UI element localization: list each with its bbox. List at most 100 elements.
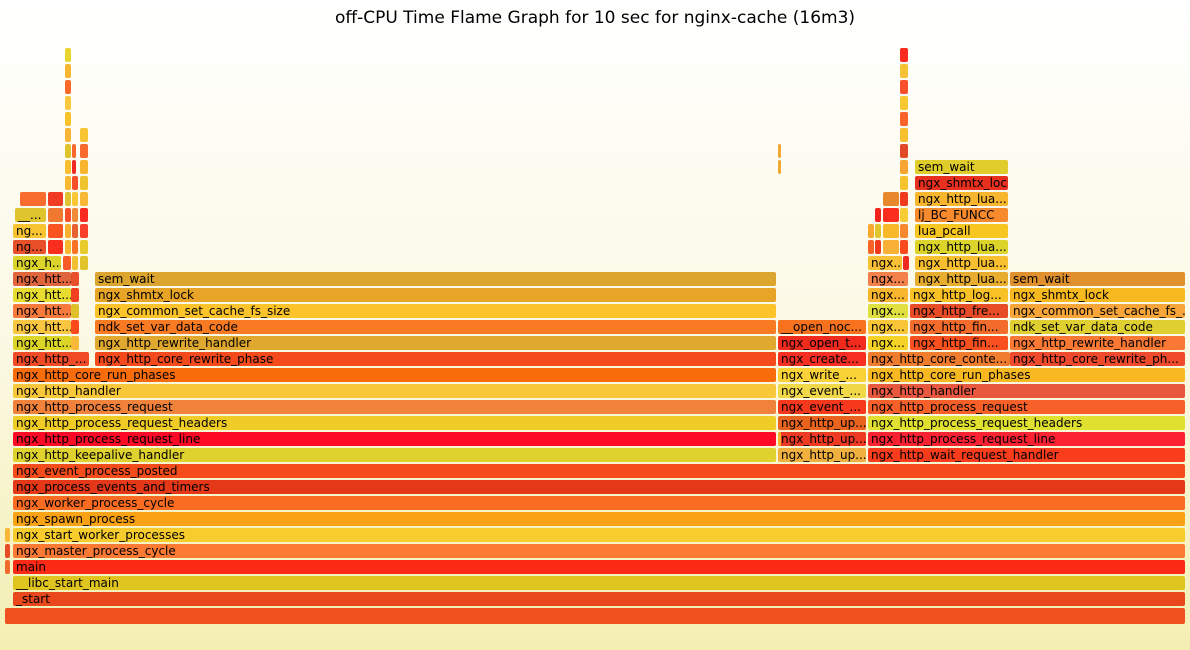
flame-frame[interactable]: ngx_http_wait_request_handler (868, 448, 1185, 462)
flame-frame[interactable]: ngx... (868, 304, 908, 318)
flame-frame[interactable] (65, 48, 71, 62)
flame-frame[interactable]: ngx_http_lua... (915, 192, 1008, 206)
flame-frame[interactable] (900, 48, 908, 62)
flame-frame[interactable] (65, 224, 71, 238)
flame-frame[interactable]: ngx_process_events_and_timers (13, 480, 1185, 494)
flame-frame[interactable] (80, 128, 88, 142)
flame-frame[interactable] (63, 256, 71, 270)
flame-frame[interactable]: ngx_htt... (13, 304, 71, 318)
flame-frame[interactable] (65, 128, 71, 142)
flame-frame[interactable] (900, 160, 908, 174)
flame-frame[interactable] (65, 64, 71, 78)
flame-frame[interactable]: ngx_http_keepalive_handler (13, 448, 776, 462)
flame-frame[interactable]: ngx_create... (778, 352, 866, 366)
flame-frame[interactable]: ngx_http_lua... (915, 256, 1008, 270)
flame-frame[interactable]: ngx_event_... (778, 400, 866, 414)
flame-frame[interactable] (71, 336, 79, 350)
flame-frame[interactable] (900, 176, 908, 190)
flame-frame[interactable] (778, 432, 781, 446)
flame-frame[interactable]: ngx_http_process_request_headers (868, 416, 1185, 430)
flame-frame[interactable] (900, 64, 908, 78)
flame-frame[interactable]: ngx_http_core_rewrite_ph... (1010, 352, 1185, 366)
flame-frame[interactable] (48, 224, 63, 238)
flame-frame[interactable]: ngx_http_process_request_line (13, 432, 776, 446)
flame-frame[interactable] (65, 96, 71, 110)
flame-frame[interactable] (72, 160, 76, 174)
flame-frame[interactable] (883, 240, 899, 254)
flame-frame[interactable] (65, 112, 71, 126)
flame-frame[interactable] (875, 224, 881, 238)
flame-frame[interactable] (900, 192, 908, 206)
flame-frame[interactable] (900, 96, 908, 110)
flame-frame[interactable] (72, 256, 78, 270)
flame-frame[interactable]: ngx_shmtx_lock (1010, 288, 1185, 302)
flame-frame[interactable] (900, 144, 908, 158)
flame-frame[interactable] (71, 304, 79, 318)
flame-frame[interactable] (80, 144, 88, 158)
flame-frame[interactable]: __libc_start_main (13, 576, 1185, 590)
flame-frame[interactable] (48, 208, 63, 222)
flame-frame[interactable]: ngx_common_set_cache_fs_size (95, 304, 776, 318)
flame-frame[interactable] (65, 208, 71, 222)
flame-frame[interactable] (72, 176, 78, 190)
flame-frame[interactable] (80, 256, 88, 270)
flame-frame[interactable]: ngx_http_up... (778, 448, 866, 462)
flame-frame[interactable]: ngx_http_process_request_line (868, 432, 1185, 446)
flame-frame[interactable] (65, 192, 71, 206)
flame-frame[interactable] (5, 544, 10, 558)
flame-frame[interactable] (778, 160, 781, 174)
flame-frame[interactable] (65, 160, 71, 174)
flame-frame[interactable]: ngx_htt... (13, 288, 71, 302)
flame-frame[interactable]: lj_BC_FUNCC (915, 208, 1008, 222)
flame-frame[interactable] (72, 240, 78, 254)
flame-frame[interactable] (80, 208, 88, 222)
flame-frame[interactable]: ng... (13, 224, 46, 238)
flame-frame[interactable]: ngx_http_rewrite_handler (95, 336, 776, 350)
flame-frame[interactable]: sem_wait (1010, 272, 1185, 286)
flame-frame[interactable]: ngx... (868, 272, 908, 286)
flame-frame[interactable]: ngx_http_handler (13, 384, 776, 398)
flame-frame[interactable]: ngx_start_worker_processes (13, 528, 1185, 542)
flame-frame[interactable]: ngx_htt... (13, 320, 71, 334)
flame-frame[interactable] (5, 608, 1185, 624)
flame-frame[interactable] (778, 144, 781, 158)
flame-frame[interactable] (868, 240, 874, 254)
flame-frame[interactable]: ngx_worker_process_cycle (13, 496, 1185, 510)
flame-frame[interactable]: sem_wait (95, 272, 776, 286)
flame-frame[interactable] (72, 208, 78, 222)
flame-frame[interactable]: ngx_http_process_request (868, 400, 1185, 414)
flame-frame[interactable]: ng... (13, 240, 46, 254)
flame-frame[interactable]: ngx_common_set_cache_fs_... (1010, 304, 1185, 318)
flame-frame[interactable] (80, 160, 88, 174)
flame-frame[interactable]: _start (13, 592, 1185, 606)
flame-frame[interactable]: ngx_http_rewrite_handler (1010, 336, 1185, 350)
flame-frame[interactable]: ndk_set_var_data_code (1010, 320, 1185, 334)
flame-frame[interactable]: ngx... (868, 336, 908, 350)
flame-frame[interactable]: ngx_h... (13, 256, 61, 270)
flame-frame[interactable] (900, 128, 908, 142)
flame-frame[interactable] (80, 176, 88, 190)
flame-frame[interactable] (5, 528, 10, 542)
flame-frame[interactable]: ngx_master_process_cycle (13, 544, 1185, 558)
flame-frame[interactable] (900, 240, 908, 254)
flame-frame[interactable]: ngx_event_... (778, 384, 866, 398)
flame-frame[interactable]: ngx_http_core_conte... (868, 352, 1010, 366)
flame-frame[interactable] (80, 224, 88, 238)
flame-frame[interactable]: ngx_http_handler (868, 384, 1185, 398)
flame-frame[interactable]: __... (15, 208, 46, 222)
flame-frame[interactable] (20, 192, 46, 206)
flame-frame[interactable]: ngx... (868, 288, 908, 302)
flame-frame[interactable]: ngx... (868, 320, 908, 334)
flame-frame[interactable]: ngx_http_process_request_headers (13, 416, 776, 430)
flame-frame[interactable] (900, 80, 908, 94)
flame-frame[interactable] (71, 272, 79, 286)
flame-frame[interactable]: ngx_open_t... (778, 336, 866, 350)
flame-frame[interactable]: ngx_htt... (13, 336, 71, 350)
flame-frame[interactable]: ngx_http_fre... (910, 304, 1008, 318)
flame-frame[interactable] (883, 208, 899, 222)
flame-frame[interactable] (80, 192, 88, 206)
flame-frame[interactable]: ndk_set_var_data_code (95, 320, 776, 334)
flame-frame[interactable] (900, 112, 908, 126)
flame-frame[interactable] (883, 192, 899, 206)
flame-frame[interactable]: lua_pcall (915, 224, 1008, 238)
